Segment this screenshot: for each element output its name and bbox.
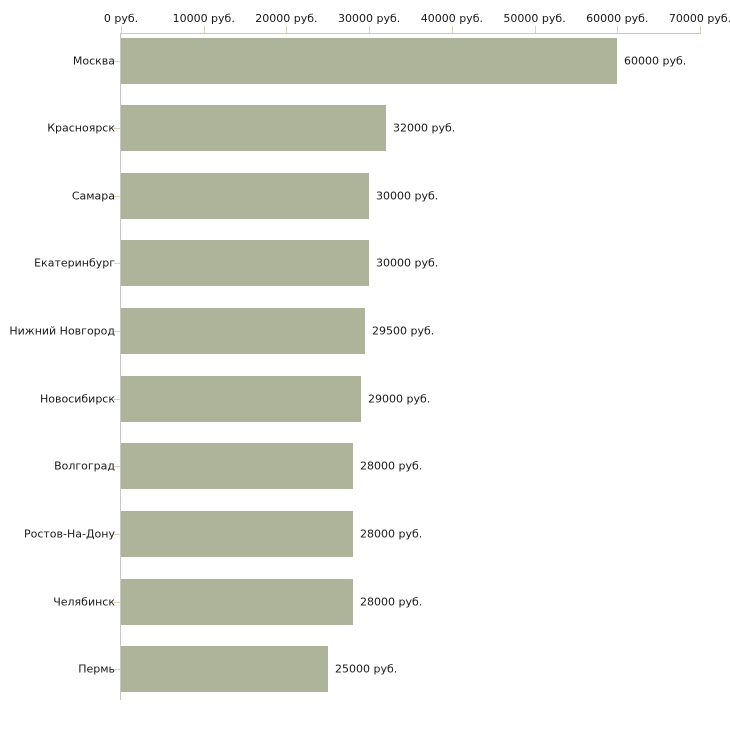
bar-3: [121, 172, 369, 219]
value-label: 30000 руб.: [376, 189, 439, 203]
category-tick-mark: [114, 466, 120, 468]
x-axis-tick-mark: [617, 26, 619, 33]
category-tick-mark: [114, 60, 120, 62]
category-label: Пермь: [78, 662, 115, 676]
category-tick-mark: [114, 398, 120, 400]
x-axis-tick-label: 60000 руб.: [586, 12, 649, 25]
category-label: Екатеринбург: [34, 256, 115, 270]
bar-5: [121, 308, 365, 355]
value-label: 28000 руб.: [360, 459, 423, 473]
category-tick-mark: [114, 128, 120, 130]
category-tick-mark: [114, 331, 120, 333]
category-tick-mark: [114, 263, 120, 265]
x-axis-tick-mark: [451, 26, 453, 33]
x-axis-line: [121, 33, 701, 34]
category-label: Самара: [71, 189, 115, 203]
bar-1: [121, 37, 617, 84]
bar-10: [121, 646, 328, 693]
value-label: 32000 руб.: [393, 121, 456, 135]
x-axis-tick-mark: [286, 26, 288, 33]
category-label: Нижний Новгород: [9, 324, 115, 338]
value-label: 28000 руб.: [360, 527, 423, 541]
bar-6: [121, 375, 361, 422]
category-tick-mark: [114, 601, 120, 603]
x-axis-tick-label: 30000 руб.: [338, 12, 401, 25]
bar-8: [121, 511, 353, 558]
x-axis-tick-mark: [369, 26, 371, 33]
category-label: Новосибирск: [39, 392, 115, 406]
value-label: 29500 руб.: [372, 324, 435, 338]
value-label: 60000 руб.: [624, 54, 687, 67]
category-tick-mark: [114, 195, 120, 197]
category-tick-mark: [114, 534, 120, 536]
x-axis-tick-mark: [534, 26, 536, 33]
x-axis-tick-mark: [700, 26, 701, 33]
category-label: Челябинск: [53, 595, 115, 609]
x-axis-tick-label: 0 руб.: [103, 12, 139, 25]
category-label: Волгоград: [54, 459, 115, 473]
x-axis-tick-label: 40000 руб.: [420, 12, 483, 25]
x-axis-tick-label: 10000 руб.: [172, 12, 235, 25]
x-axis-tick-mark: [121, 26, 122, 33]
x-axis-tick-label: 50000 руб.: [503, 12, 566, 25]
bar-9: [121, 578, 353, 625]
y-axis-line: [120, 33, 121, 700]
x-axis-tick-label: 20000 руб.: [255, 12, 318, 25]
x-axis-tick-label: 70000 руб.: [668, 12, 730, 25]
bar-2: [121, 105, 386, 152]
value-label: 30000 руб.: [376, 256, 439, 270]
bar-4: [121, 240, 369, 287]
category-label: Ростов-На-Дону: [23, 527, 115, 541]
value-label: 28000 руб.: [360, 595, 423, 609]
category-label: Москва: [72, 54, 115, 67]
value-label: 25000 руб.: [335, 662, 398, 676]
x-axis-tick-mark: [203, 26, 205, 33]
value-label: 29000 руб.: [368, 392, 431, 406]
bar-7: [121, 443, 353, 490]
category-label: Красноярск: [47, 121, 115, 135]
category-tick-mark: [114, 669, 120, 671]
